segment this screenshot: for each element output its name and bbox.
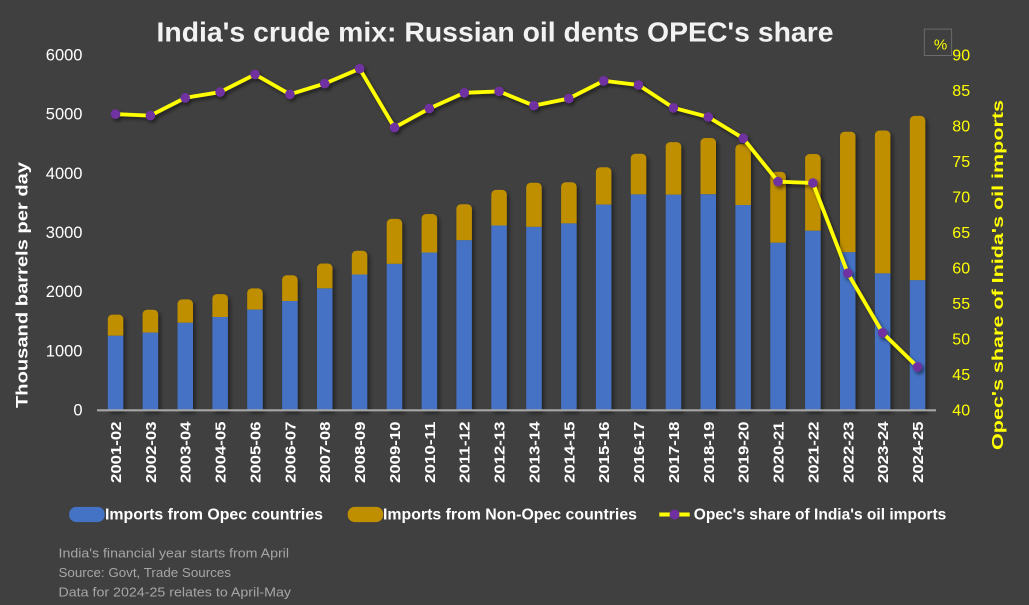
svg-text:70: 70 [952,189,970,206]
svg-text:2009-10: 2009-10 [387,422,404,484]
svg-text:2017-18: 2017-18 [666,422,683,484]
svg-text:75: 75 [952,154,970,171]
svg-text:2014-15: 2014-15 [561,422,578,484]
svg-text:2015-16: 2015-16 [596,422,613,484]
svg-text:2003-04: 2003-04 [178,421,195,483]
svg-text:2019-20: 2019-20 [736,422,753,484]
svg-text:Source: Govt, Trade Sources: Source: Govt, Trade Sources [59,566,232,580]
svg-text:50: 50 [952,331,970,348]
svg-text:2007-08: 2007-08 [317,422,334,484]
svg-text:2023-24: 2023-24 [875,421,892,483]
svg-text:Opec's share of India's oil im: Opec's share of India's oil imports [694,507,947,524]
svg-text:2001-02: 2001-02 [108,422,125,484]
svg-text:2022-23: 2022-23 [840,422,857,484]
svg-text:2000: 2000 [46,283,83,301]
svg-text:2006-07: 2006-07 [282,422,299,484]
svg-text:Imports from Non-Opec countrie: Imports from Non-Opec countries [383,507,637,524]
svg-text:60: 60 [952,260,970,277]
svg-text:2013-14: 2013-14 [526,421,543,483]
svg-text:4000: 4000 [46,165,83,183]
svg-text:2016-17: 2016-17 [631,422,648,484]
svg-text:2004-05: 2004-05 [213,422,230,484]
svg-text:6000: 6000 [46,47,83,65]
svg-text:1000: 1000 [46,342,83,360]
svg-text:2011-12: 2011-12 [457,422,474,484]
svg-text:85: 85 [952,83,970,100]
svg-text:India's financial year starts: India's financial year starts from April [59,547,290,561]
svg-text:2010-11: 2010-11 [422,422,439,484]
svg-text:65: 65 [952,225,970,242]
svg-text:2012-13: 2012-13 [492,421,509,483]
svg-text:India's crude mix: Russian oil: India's crude mix: Russian oil dents OPE… [157,17,834,48]
svg-text:5000: 5000 [46,106,83,124]
svg-text:2021-22: 2021-22 [805,422,822,484]
svg-text:Data for 2024-25 relates to Ap: Data for 2024-25 relates to April-May [59,586,292,600]
svg-text:80: 80 [952,118,970,135]
svg-text:%: % [934,37,947,54]
svg-text:2008-09: 2008-09 [352,422,369,484]
svg-text:2002-03: 2002-03 [143,422,160,484]
svg-text:2024-25: 2024-25 [910,422,927,484]
svg-text:2018-19: 2018-19 [701,422,718,484]
svg-text:55: 55 [952,296,970,313]
svg-text:40: 40 [952,402,970,419]
svg-text:2020-21: 2020-21 [771,422,788,484]
svg-text:90: 90 [952,47,970,64]
svg-text:45: 45 [952,367,970,384]
svg-text:3000: 3000 [46,224,83,242]
svg-text:0: 0 [73,402,82,420]
svg-text:2005-06: 2005-06 [248,422,265,484]
svg-text:Opec's share of Inida's oil im: Opec's share of Inida's oil imports [990,100,1007,450]
svg-text:Thousand barrels per day: Thousand barrels per day [13,161,32,408]
svg-text:Imports from Opec countries: Imports from Opec countries [105,507,323,524]
